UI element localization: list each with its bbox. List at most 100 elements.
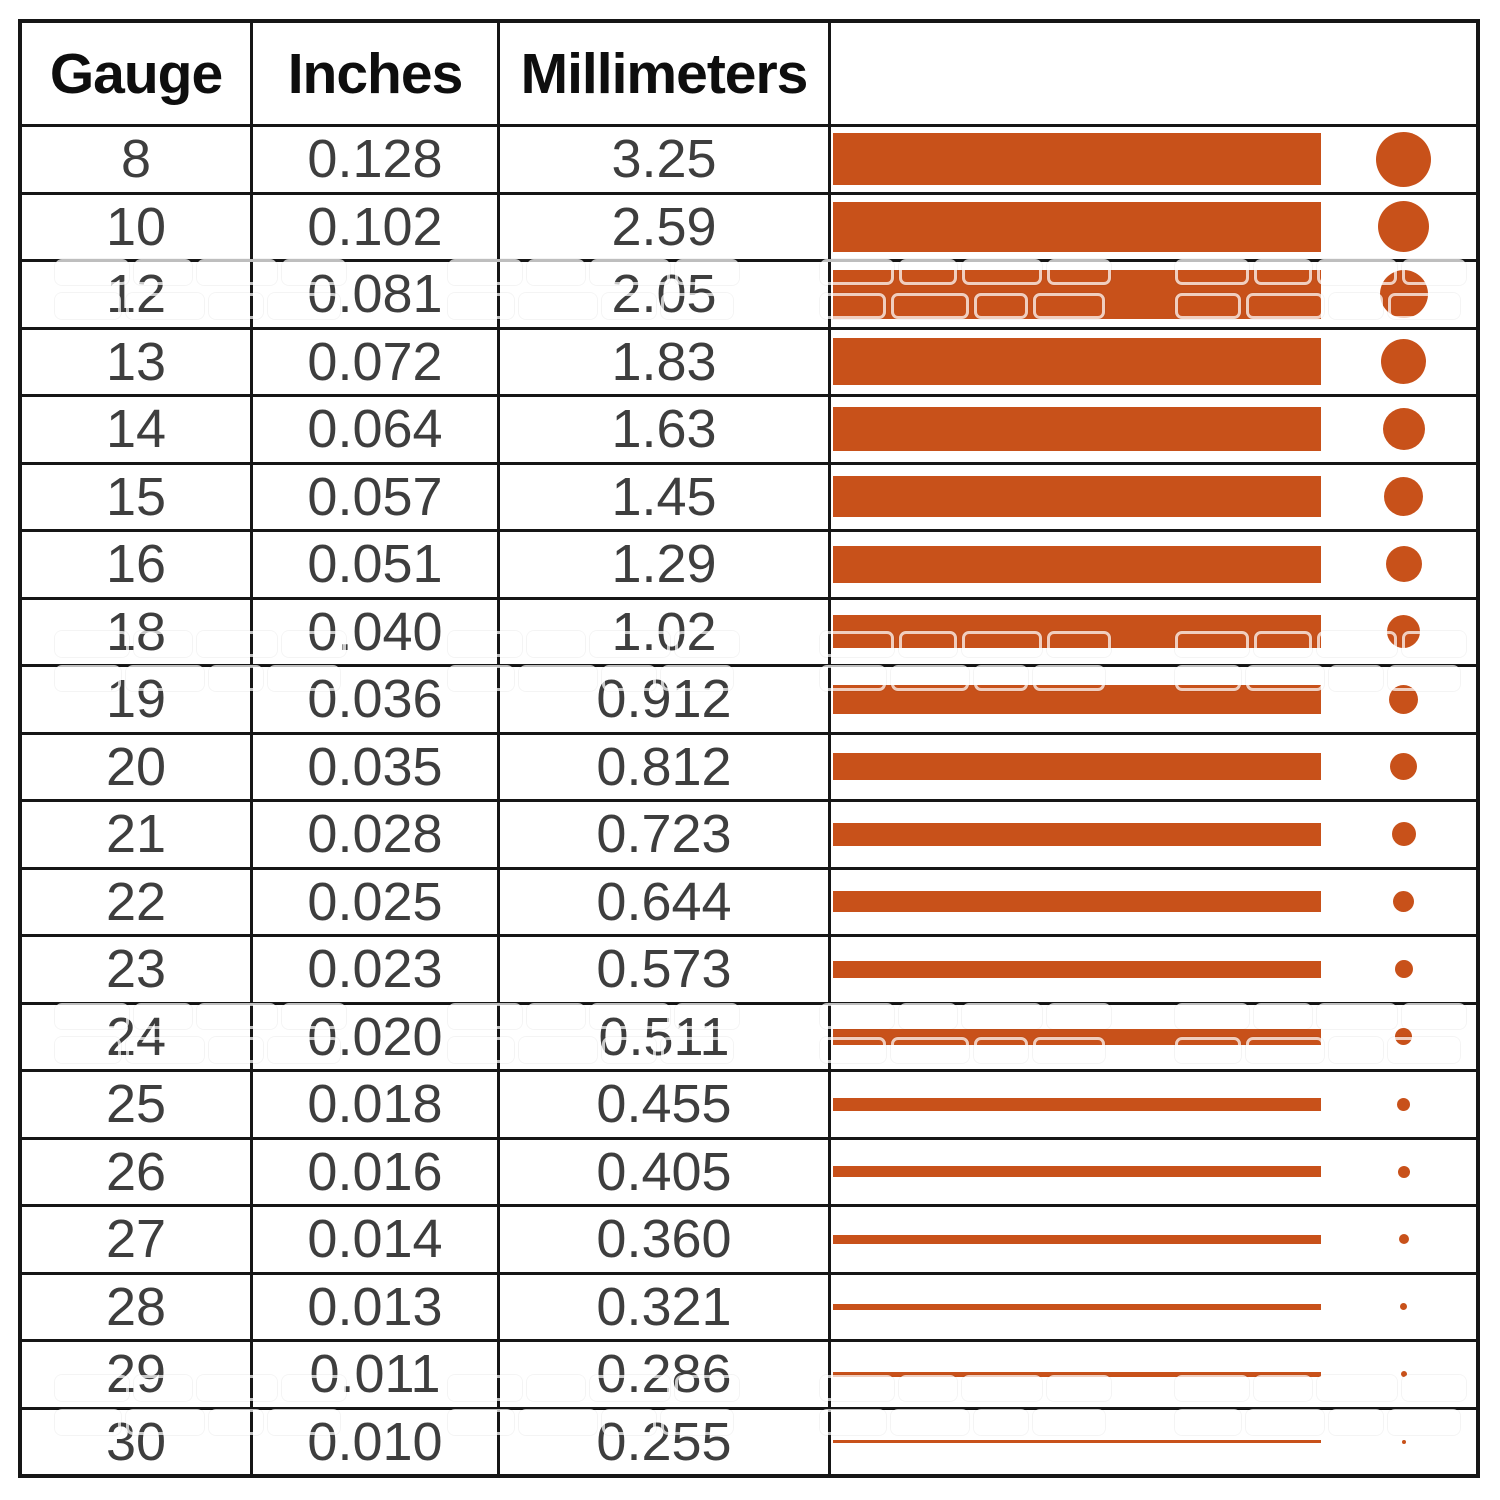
wire-diameter-dot	[1390, 753, 1417, 781]
wire-diameter-dot	[1384, 477, 1423, 517]
inches-cell: 0.072	[253, 329, 497, 394]
wire-gauge-table: Gauge Inches Millimeters 8 0.128 3.25 10 0.1…	[18, 19, 1480, 1478]
millimeters-cell: 0.255	[500, 1409, 828, 1474]
wire-visual-cell	[831, 329, 1476, 394]
wire-diameter-dot	[1389, 684, 1418, 714]
wire-thickness-bar	[833, 1166, 1321, 1178]
wire-thickness-bar	[833, 133, 1321, 186]
inches-cell: 0.025	[253, 869, 497, 934]
wire-diameter-dot	[1401, 1439, 1406, 1444]
millimeters-cell: 0.912	[500, 667, 828, 732]
inches-cell: 0.016	[253, 1139, 497, 1204]
millimeters-cell: 1.83	[500, 329, 828, 394]
gauge-cell: 24	[22, 1004, 250, 1069]
gauge-cell: 22	[22, 869, 250, 934]
wire-visual-cell	[831, 464, 1476, 529]
millimeters-cell: 0.455	[500, 1072, 828, 1137]
millimeters-cell: 0.723	[500, 802, 828, 867]
inches-cell: 0.014	[253, 1207, 497, 1272]
wire-visual-cell	[831, 1207, 1476, 1272]
wire-diameter-dot	[1378, 201, 1429, 253]
column-header-gauge: Gauge	[22, 23, 250, 124]
gauge-cell: 29	[22, 1342, 250, 1407]
gauge-cell: 21	[22, 802, 250, 867]
wire-thickness-bar	[833, 1028, 1321, 1045]
wire-dot-zone	[1321, 1439, 1476, 1444]
wire-diameter-dot	[1382, 408, 1425, 451]
millimeters-cell: 0.405	[500, 1139, 828, 1204]
inches-cell: 0.020	[253, 1004, 497, 1069]
millimeters-cell: 0.321	[500, 1274, 828, 1339]
millimeters-cell: 0.286	[500, 1342, 828, 1407]
inches-cell: 0.081	[253, 262, 497, 327]
wire-diameter-dot	[1395, 1028, 1412, 1046]
wire-dot-zone	[1321, 546, 1476, 583]
wire-diameter-dot	[1381, 339, 1426, 385]
wire-dot-zone	[1321, 270, 1476, 319]
gauge-cell: 15	[22, 464, 250, 529]
wire-diameter-dot	[1387, 615, 1420, 649]
wire-diameter-dot	[1393, 891, 1414, 913]
inches-cell: 0.018	[253, 1072, 497, 1137]
gauge-cell: 16	[22, 532, 250, 597]
wire-visual-cell	[831, 262, 1476, 327]
wire-visual-cell	[831, 532, 1476, 597]
wire-dot-zone	[1321, 1303, 1476, 1311]
millimeters-cell: 2.05	[500, 262, 828, 327]
wire-visual-cell	[831, 397, 1476, 462]
gauge-cell: 14	[22, 397, 250, 462]
wire-dot-zone	[1321, 753, 1476, 781]
wire-diameter-dot	[1397, 1165, 1410, 1178]
gauge-cell: 28	[22, 1274, 250, 1339]
wire-thickness-bar	[833, 269, 1321, 319]
wire-diameter-dot	[1391, 822, 1416, 847]
inches-cell: 0.036	[253, 667, 497, 732]
gauge-cell: 26	[22, 1139, 250, 1204]
wire-thickness-bar	[833, 891, 1321, 913]
wire-dot-zone	[1321, 339, 1476, 385]
wire-visual-cell	[831, 1342, 1476, 1407]
wire-dot-zone	[1321, 408, 1476, 451]
millimeters-cell: 1.45	[500, 464, 828, 529]
millimeters-cell: 1.63	[500, 397, 828, 462]
wire-dot-zone	[1321, 615, 1476, 649]
wire-thickness-bar	[833, 822, 1321, 846]
wire-diameter-dot	[1379, 270, 1428, 319]
wire-visual-cell	[831, 1274, 1476, 1339]
wire-thickness-bar	[833, 1097, 1321, 1111]
millimeters-cell: 0.511	[500, 1004, 828, 1069]
inches-cell: 0.128	[253, 127, 497, 192]
wire-visual-cell	[831, 1139, 1476, 1204]
wire-visual-cell	[831, 194, 1476, 259]
column-header-visual	[831, 23, 1476, 124]
inches-cell: 0.023	[253, 937, 497, 1002]
millimeters-cell: 3.25	[500, 127, 828, 192]
wire-thickness-bar	[833, 201, 1321, 252]
wire-thickness-bar	[833, 1440, 1321, 1444]
wire-thickness-bar	[833, 476, 1321, 518]
wire-visual-cell	[831, 1072, 1476, 1137]
gauge-cell: 20	[22, 734, 250, 799]
wire-diameter-dot	[1376, 131, 1431, 187]
wire-diameter-dot	[1398, 1234, 1409, 1245]
wire-visual-cell	[831, 127, 1476, 192]
wire-visual-cell	[831, 937, 1476, 1002]
inches-cell: 0.011	[253, 1342, 497, 1407]
gauge-cell: 12	[22, 262, 250, 327]
wire-dot-zone	[1321, 960, 1476, 979]
wire-dot-zone	[1321, 1165, 1476, 1178]
gauge-cell: 19	[22, 667, 250, 732]
wire-dot-zone	[1321, 1028, 1476, 1046]
inches-cell: 0.051	[253, 532, 497, 597]
gauge-cell: 18	[22, 599, 250, 664]
wire-thickness-bar	[833, 684, 1321, 714]
wire-dot-zone	[1321, 201, 1476, 253]
wire-diameter-dot	[1397, 1097, 1410, 1111]
wire-dot-zone	[1321, 822, 1476, 847]
millimeters-cell: 1.02	[500, 599, 828, 664]
gauge-cell: 30	[22, 1409, 250, 1474]
column-header-inches: Inches	[253, 23, 497, 124]
wire-thickness-bar	[833, 960, 1321, 978]
inches-cell: 0.057	[253, 464, 497, 529]
wire-visual-cell	[831, 599, 1476, 664]
